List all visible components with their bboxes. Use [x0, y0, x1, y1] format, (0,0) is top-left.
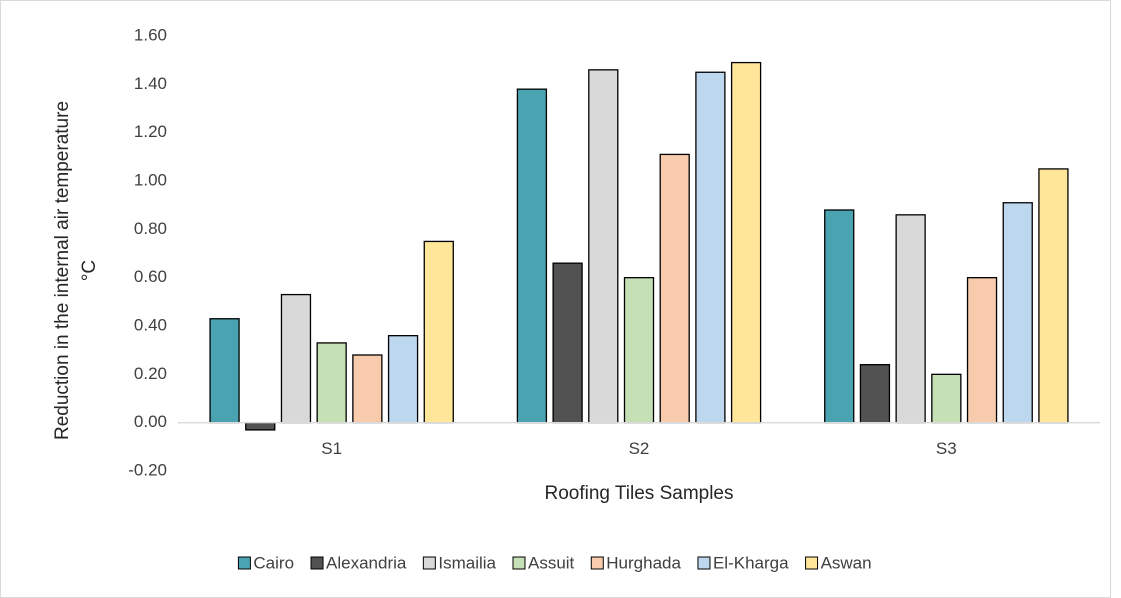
- bar: [316, 342, 347, 424]
- y-tick-label: 0.40: [134, 315, 167, 334]
- bar: [859, 364, 891, 424]
- legend-label: Hurghada: [606, 553, 681, 572]
- bar: [552, 262, 583, 424]
- bar: [623, 277, 655, 424]
- bar: [516, 88, 548, 424]
- y-tick-label: 0.00: [134, 412, 167, 431]
- legend-swatch: [512, 556, 526, 570]
- y-tick-label: 1.00: [134, 170, 167, 189]
- legend-label: El-Kharga: [713, 553, 789, 572]
- bar: [387, 335, 419, 424]
- y-tick-label: 0.80: [134, 219, 167, 238]
- bar: [423, 240, 454, 424]
- bar: [931, 373, 962, 424]
- x-tick-label: S1: [321, 439, 342, 458]
- y-axis-title: °C: [79, 260, 100, 281]
- y-tick-label: 1.40: [134, 74, 167, 93]
- y-tick-label: 0.20: [134, 364, 167, 383]
- y-tick-label: 1.60: [134, 25, 167, 44]
- bar: [1002, 202, 1033, 424]
- bar: [245, 422, 276, 431]
- y-tick-label: 0.60: [134, 267, 167, 286]
- legend-swatch: [590, 556, 604, 570]
- legend-swatch: [697, 556, 711, 570]
- bar: [695, 71, 726, 424]
- y-tick-label: 1.20: [134, 122, 167, 141]
- bar: [659, 153, 690, 424]
- legend-label: Alexandria: [326, 553, 407, 572]
- legend: Cairo Alexandria Ismailia Assuit Hurghada El-…: [237, 553, 872, 572]
- bar: [895, 214, 926, 424]
- bar: [824, 209, 855, 424]
- legend-swatch: [237, 556, 251, 570]
- legend-swatch: [805, 556, 819, 570]
- x-axis-title: Roofing Tiles Samples: [544, 483, 733, 504]
- bar: [209, 318, 240, 424]
- legend-label: Cairo: [253, 553, 294, 572]
- bar: [280, 293, 312, 424]
- legend-swatch: [310, 556, 324, 570]
- legend-label: Aswan: [821, 553, 872, 572]
- x-tick-label: S2: [629, 439, 650, 458]
- bar: [588, 69, 619, 424]
- x-tick-label: S3: [936, 439, 957, 458]
- legend-label: Assuit: [528, 553, 575, 572]
- bar: [966, 277, 998, 424]
- legend-label: Ismailia: [438, 553, 496, 572]
- bar: [1038, 168, 1069, 424]
- bar: [352, 354, 383, 424]
- legend-swatch: [422, 556, 436, 570]
- bar: [730, 61, 762, 424]
- y-tick-label: -0.20: [128, 460, 167, 479]
- y-axis-title: Reduction in the internal air temperatur…: [52, 101, 73, 440]
